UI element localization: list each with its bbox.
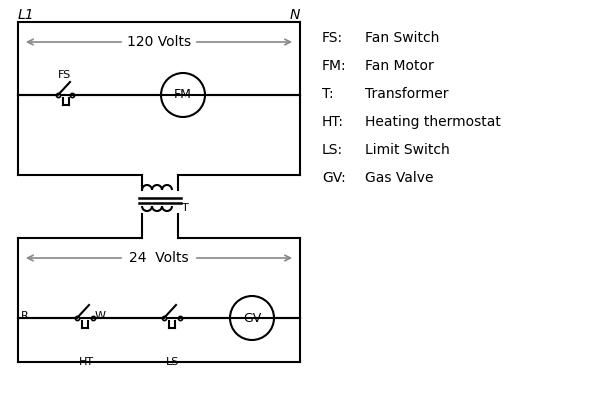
Text: Heating thermostat: Heating thermostat — [365, 115, 501, 129]
Text: LS: LS — [166, 357, 179, 367]
Text: FS: FS — [58, 70, 71, 80]
Text: L1: L1 — [18, 8, 35, 22]
Text: T:: T: — [322, 87, 333, 101]
Text: HT: HT — [79, 357, 94, 367]
Text: HT:: HT: — [322, 115, 344, 129]
Text: R: R — [21, 311, 29, 321]
Text: T: T — [182, 203, 189, 213]
Text: FS:: FS: — [322, 31, 343, 45]
Text: Gas Valve: Gas Valve — [365, 171, 434, 185]
Text: Fan Switch: Fan Switch — [365, 31, 440, 45]
Text: FM: FM — [174, 88, 192, 102]
Text: 120 Volts: 120 Volts — [127, 35, 191, 49]
Text: FM:: FM: — [322, 59, 347, 73]
Text: W: W — [95, 311, 106, 321]
Text: Limit Switch: Limit Switch — [365, 143, 450, 157]
Text: Fan Motor: Fan Motor — [365, 59, 434, 73]
Text: N: N — [290, 8, 300, 22]
Text: LS:: LS: — [322, 143, 343, 157]
Text: Transformer: Transformer — [365, 87, 448, 101]
Text: GV:: GV: — [322, 171, 346, 185]
Text: GV: GV — [243, 312, 261, 324]
Text: 24  Volts: 24 Volts — [129, 251, 189, 265]
